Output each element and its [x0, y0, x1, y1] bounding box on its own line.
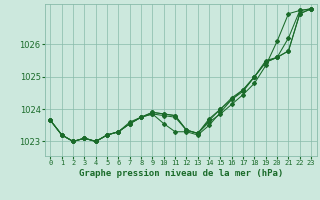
X-axis label: Graphe pression niveau de la mer (hPa): Graphe pression niveau de la mer (hPa) — [79, 169, 283, 178]
